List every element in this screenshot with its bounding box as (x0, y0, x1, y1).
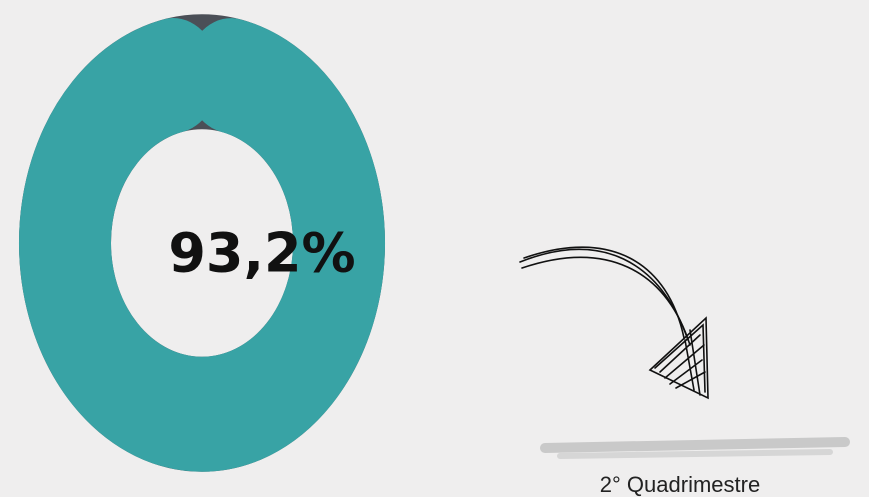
value-label: 93,2% (168, 222, 355, 285)
sketch-arrow (519, 246, 709, 400)
donut (19, 14, 385, 472)
donut-arc (19, 14, 385, 472)
annotation: 2° Quadrimestre (600, 472, 760, 497)
brush-stroke (540, 437, 850, 459)
